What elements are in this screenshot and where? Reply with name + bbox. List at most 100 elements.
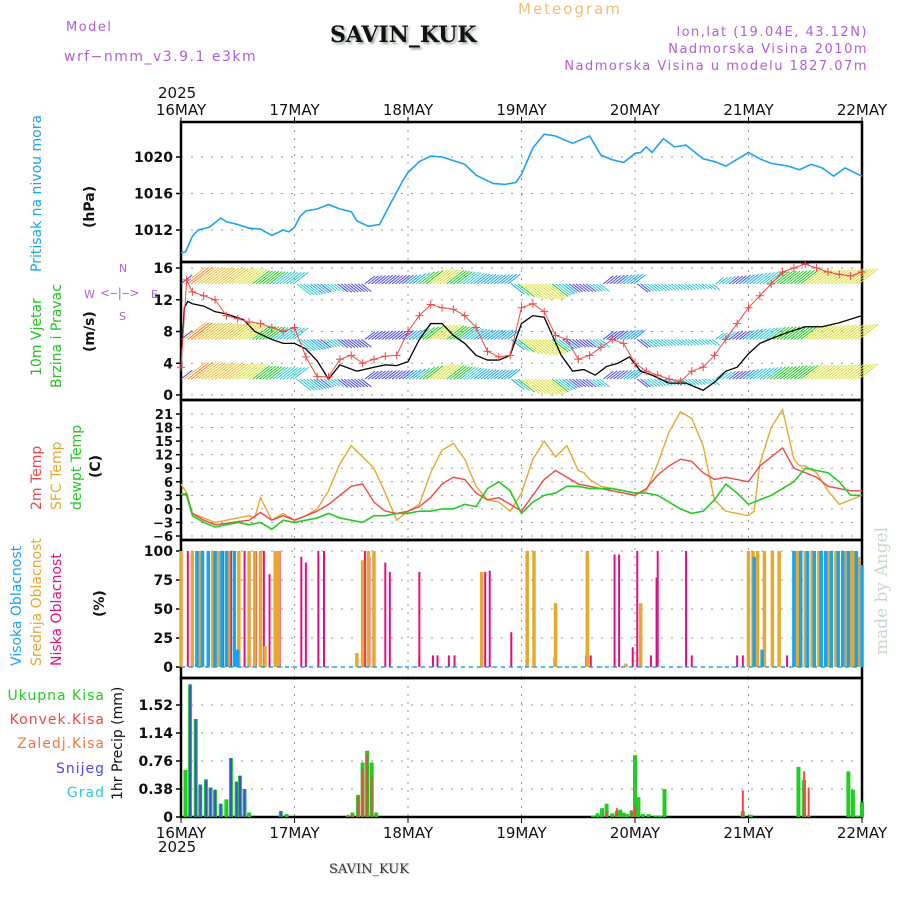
wind-barb xyxy=(698,378,706,385)
wind-barb xyxy=(817,364,836,380)
precip-bar xyxy=(640,814,645,817)
wind-barb xyxy=(214,267,236,285)
wind-barb xyxy=(582,378,594,388)
wind-barb xyxy=(497,274,510,285)
panel-frame xyxy=(179,676,864,819)
precip-bar xyxy=(633,755,637,817)
wind-barb xyxy=(585,283,597,293)
wind-barb xyxy=(218,362,239,380)
model-elevation-label: Nadmorska Visina u modelu 1827.07m xyxy=(564,59,868,74)
wind-barb xyxy=(357,283,369,293)
cloud-bar xyxy=(253,551,257,667)
wind-barb xyxy=(350,378,362,388)
wind-barb xyxy=(395,370,407,380)
precip-bar xyxy=(189,684,192,817)
wind-barb xyxy=(800,269,819,285)
y-tick-label: −6 xyxy=(153,530,173,545)
y-tick-label: −3 xyxy=(153,516,173,531)
wind-barb xyxy=(718,371,728,380)
bottom-date-label: 22MAY xyxy=(837,824,888,842)
precip-bar xyxy=(636,797,641,817)
precip-bar xyxy=(199,784,202,817)
gust-marker xyxy=(182,275,191,284)
wind-barb xyxy=(521,339,541,355)
wind-barb xyxy=(841,364,861,380)
gust-marker xyxy=(460,311,469,320)
cloud-bar xyxy=(836,551,840,667)
wind-barb xyxy=(582,339,594,348)
cloud-bar xyxy=(826,551,830,667)
wind-barb xyxy=(293,367,309,380)
wind-barb xyxy=(224,363,246,380)
wind-barb xyxy=(388,370,400,380)
wind-barb xyxy=(701,378,709,385)
wind-barb xyxy=(606,370,618,380)
wind-barb xyxy=(374,275,386,285)
wind-barb xyxy=(837,364,857,380)
wind-barb xyxy=(337,378,349,388)
wind-barb xyxy=(534,378,555,395)
bottom-date-label: 16MAY xyxy=(156,824,207,842)
wind-barb xyxy=(436,364,455,380)
y-tick-label: 0.38 xyxy=(138,782,173,798)
wind-barb xyxy=(194,362,216,380)
cloud-bar xyxy=(384,562,387,667)
wind-barb xyxy=(190,266,213,285)
wind-barb xyxy=(640,378,651,388)
wind-barb xyxy=(320,378,332,388)
wind-barb xyxy=(218,267,239,285)
cloud-bar xyxy=(276,551,281,667)
wind-barb xyxy=(636,378,649,388)
dewpt-line xyxy=(180,467,862,531)
wind-barb xyxy=(759,271,775,285)
cloud-bar xyxy=(829,551,834,667)
gust-marker xyxy=(438,303,447,312)
gust-marker xyxy=(404,327,412,336)
wind-barb xyxy=(313,339,327,350)
wind-barb xyxy=(504,369,517,380)
wind-barb xyxy=(497,329,510,340)
wind-barb xyxy=(640,339,651,348)
wind-barb xyxy=(524,283,544,299)
wind-barb xyxy=(517,283,535,298)
cloud-bar xyxy=(532,551,536,667)
wind-barb xyxy=(364,370,376,380)
precip-bar xyxy=(600,808,605,817)
wind-barb xyxy=(827,269,847,285)
cloud-bar xyxy=(232,551,237,667)
wind-barb xyxy=(657,378,667,387)
wind-barb xyxy=(653,283,664,292)
gust-marker xyxy=(267,323,276,332)
wind-barb xyxy=(762,327,779,340)
gust-marker xyxy=(506,351,515,360)
wind-barb xyxy=(507,273,521,285)
wind-barb xyxy=(252,325,271,340)
wind-barb xyxy=(783,270,801,285)
wind-barb xyxy=(725,371,736,380)
wind-barb xyxy=(245,364,265,380)
precip-bar xyxy=(591,815,596,817)
wind-barb xyxy=(715,277,724,285)
cloud-bar xyxy=(236,649,240,667)
cloud-bar xyxy=(372,551,376,667)
wind-barb xyxy=(224,267,246,285)
wind-barb xyxy=(650,339,661,348)
wind-barb xyxy=(796,269,815,285)
wind-barb xyxy=(296,283,312,296)
precip-bar xyxy=(662,789,667,817)
wind-barb xyxy=(241,268,262,285)
precip-bar xyxy=(850,789,855,817)
wind-barb xyxy=(333,339,345,348)
wind-barb xyxy=(667,339,677,346)
gust-marker xyxy=(449,305,458,314)
wind-barb xyxy=(671,283,680,291)
sfc-temp-line xyxy=(180,407,863,524)
precip-bar xyxy=(219,803,222,817)
wind-barb xyxy=(599,339,610,348)
precip-bar xyxy=(634,805,636,817)
wind-barb xyxy=(742,274,755,285)
wind-barb xyxy=(333,283,345,292)
wind-barb xyxy=(762,271,779,285)
precip-bar xyxy=(618,809,623,817)
wind-barb xyxy=(694,378,703,386)
